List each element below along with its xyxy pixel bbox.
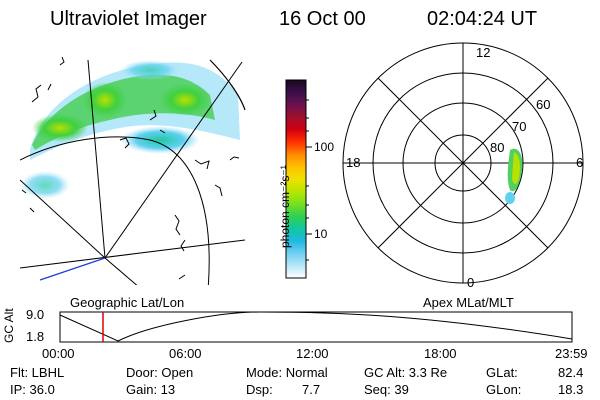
dsp-label: Dsp: bbox=[246, 382, 273, 397]
door-status: Door: Open bbox=[126, 365, 194, 380]
aurora-faint-region bbox=[120, 60, 180, 80]
gain-status: Gain: 13 bbox=[126, 382, 176, 397]
geo-panel-label: Geographic Lat/Lon bbox=[70, 295, 185, 310]
meridian-line bbox=[87, 59, 106, 259]
meridian-line bbox=[20, 179, 106, 259]
timeline-xtick: 12:00 bbox=[296, 346, 329, 361]
timeline-ytick: 1.8 bbox=[26, 329, 45, 344]
timeline-axis-label: GC Alt bbox=[2, 308, 16, 343]
sequence-status: Seq: 39 bbox=[364, 382, 409, 397]
mlat-label-80: 80 bbox=[490, 140, 505, 155]
timeline-xtick: 06:00 bbox=[169, 346, 202, 361]
altitude-curve bbox=[59, 311, 573, 342]
dsp-value: 7.7 bbox=[302, 382, 321, 397]
mode-status: Mode: Normal bbox=[246, 365, 328, 380]
glon-value: 18.3 bbox=[558, 382, 584, 397]
aurora-faint-region bbox=[20, 171, 70, 199]
meridian-line bbox=[20, 239, 246, 269]
gc-altitude-timeline bbox=[59, 311, 573, 343]
polar-aurora-faint bbox=[505, 192, 515, 204]
mlt-label-6: 6 bbox=[576, 155, 584, 170]
colorbar-tick-label: 100 bbox=[314, 140, 335, 154]
aurora-bright-spot bbox=[32, 114, 88, 142]
mlat-label-70: 70 bbox=[512, 119, 527, 134]
aurora-bright-spot bbox=[160, 84, 210, 116]
meridian-line bbox=[104, 61, 243, 259]
mlt-label-18: 18 bbox=[346, 155, 361, 170]
mlt-label-12: 12 bbox=[476, 45, 491, 60]
glat-label: GLat: bbox=[486, 365, 518, 380]
mlat-label-60: 60 bbox=[536, 97, 551, 112]
timeline-xtick: 00:00 bbox=[42, 346, 75, 361]
coastline bbox=[21, 56, 240, 280]
filter-status: Flt: LBHL bbox=[10, 365, 65, 380]
polar-diagonal bbox=[377, 77, 549, 249]
latitude-circle bbox=[20, 136, 210, 285]
meridian-line bbox=[104, 257, 138, 285]
glat-value: 82.4 bbox=[558, 365, 584, 380]
colorbar bbox=[285, 79, 312, 279]
polar-panel-label: Apex MLat/MLT bbox=[423, 295, 514, 310]
glon-label: GLon: bbox=[486, 382, 522, 397]
colorbar-tick-label: 10 bbox=[314, 227, 328, 241]
observation-time: 02:04:24 UT bbox=[427, 8, 538, 30]
timeline-xtick: 18:00 bbox=[424, 346, 457, 361]
ip-status: IP: 36.0 bbox=[10, 382, 55, 397]
colorbar-unit-label: photon cm⁻²s⁻¹ bbox=[278, 165, 292, 248]
instrument-title: Ultraviolet Imager bbox=[50, 8, 207, 30]
polar-mlt-panel bbox=[342, 42, 584, 284]
geographic-image-panel bbox=[20, 56, 246, 285]
limb-arc bbox=[209, 59, 246, 111]
timeline-ytick: 9.0 bbox=[26, 307, 45, 322]
aurora-bright-spot bbox=[83, 82, 127, 118]
timeline-xtick: 23:59 bbox=[555, 346, 588, 361]
gc-altitude-status: GC Alt: 3.3 Re bbox=[364, 365, 448, 380]
aurora-faint-region bbox=[120, 126, 200, 154]
timeline-frame bbox=[59, 311, 573, 343]
mlt-label-0: 0 bbox=[467, 275, 475, 290]
meridian-line-blue bbox=[39, 257, 106, 281]
observation-date: 16 Oct 00 bbox=[279, 8, 366, 30]
